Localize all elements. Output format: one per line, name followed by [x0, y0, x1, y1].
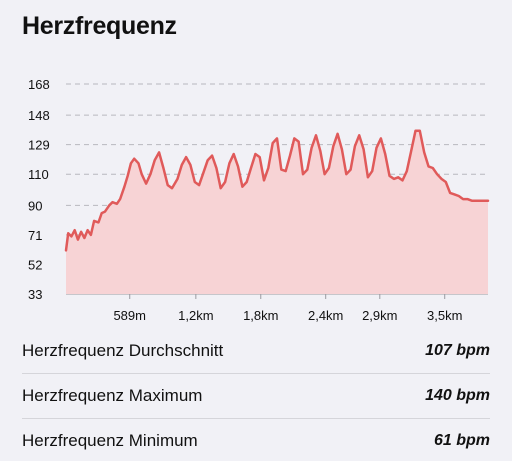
page-title: Herzfrequenz: [22, 12, 177, 40]
y-tick-label: 33: [28, 287, 42, 302]
x-tick-label: 2,9km: [362, 308, 397, 323]
divider: [22, 418, 490, 419]
stat-value-average: 107 bpm: [425, 342, 490, 359]
stat-row-average: Herzfrequenz Durchschnitt 107 bpm: [22, 331, 490, 371]
stat-row-maximum: Herzfrequenz Maximum 140 bpm: [22, 376, 490, 416]
y-tick-label: 52: [28, 257, 42, 272]
stat-value-maximum: 140 bpm: [425, 387, 490, 404]
stat-value-minimum: 61 bpm: [433, 432, 490, 449]
heart-rate-area: [66, 130, 488, 294]
stat-label-maximum: Herzfrequenz Maximum: [22, 386, 203, 405]
y-tick-label: 71: [28, 228, 42, 243]
x-tick-label: 589m: [113, 308, 146, 323]
stat-row-minimum: Herzfrequenz Minimum 61 bpm: [22, 421, 490, 461]
y-tick-label: 168: [28, 77, 50, 92]
x-tick-label: 3,5km: [427, 308, 462, 323]
divider: [22, 373, 490, 374]
x-tick-label: 2,4km: [308, 308, 343, 323]
x-tick-label: 1,2km: [178, 308, 213, 323]
y-tick-label: 129: [28, 138, 50, 153]
heart-rate-chart: 33 52 71 90 110 129 148 168 589m 1,2km 1,8km 2,4km…: [28, 77, 490, 323]
x-tick-label: 1,8km: [243, 308, 278, 323]
y-tick-label: 90: [28, 198, 42, 213]
stat-label-average: Herzfrequenz Durchschnitt: [22, 341, 224, 360]
heart-rate-line: [64, 129, 490, 252]
y-tick-label: 110: [28, 167, 49, 182]
y-tick-label: 148: [28, 108, 50, 123]
stat-label-minimum: Herzfrequenz Minimum: [22, 431, 198, 450]
